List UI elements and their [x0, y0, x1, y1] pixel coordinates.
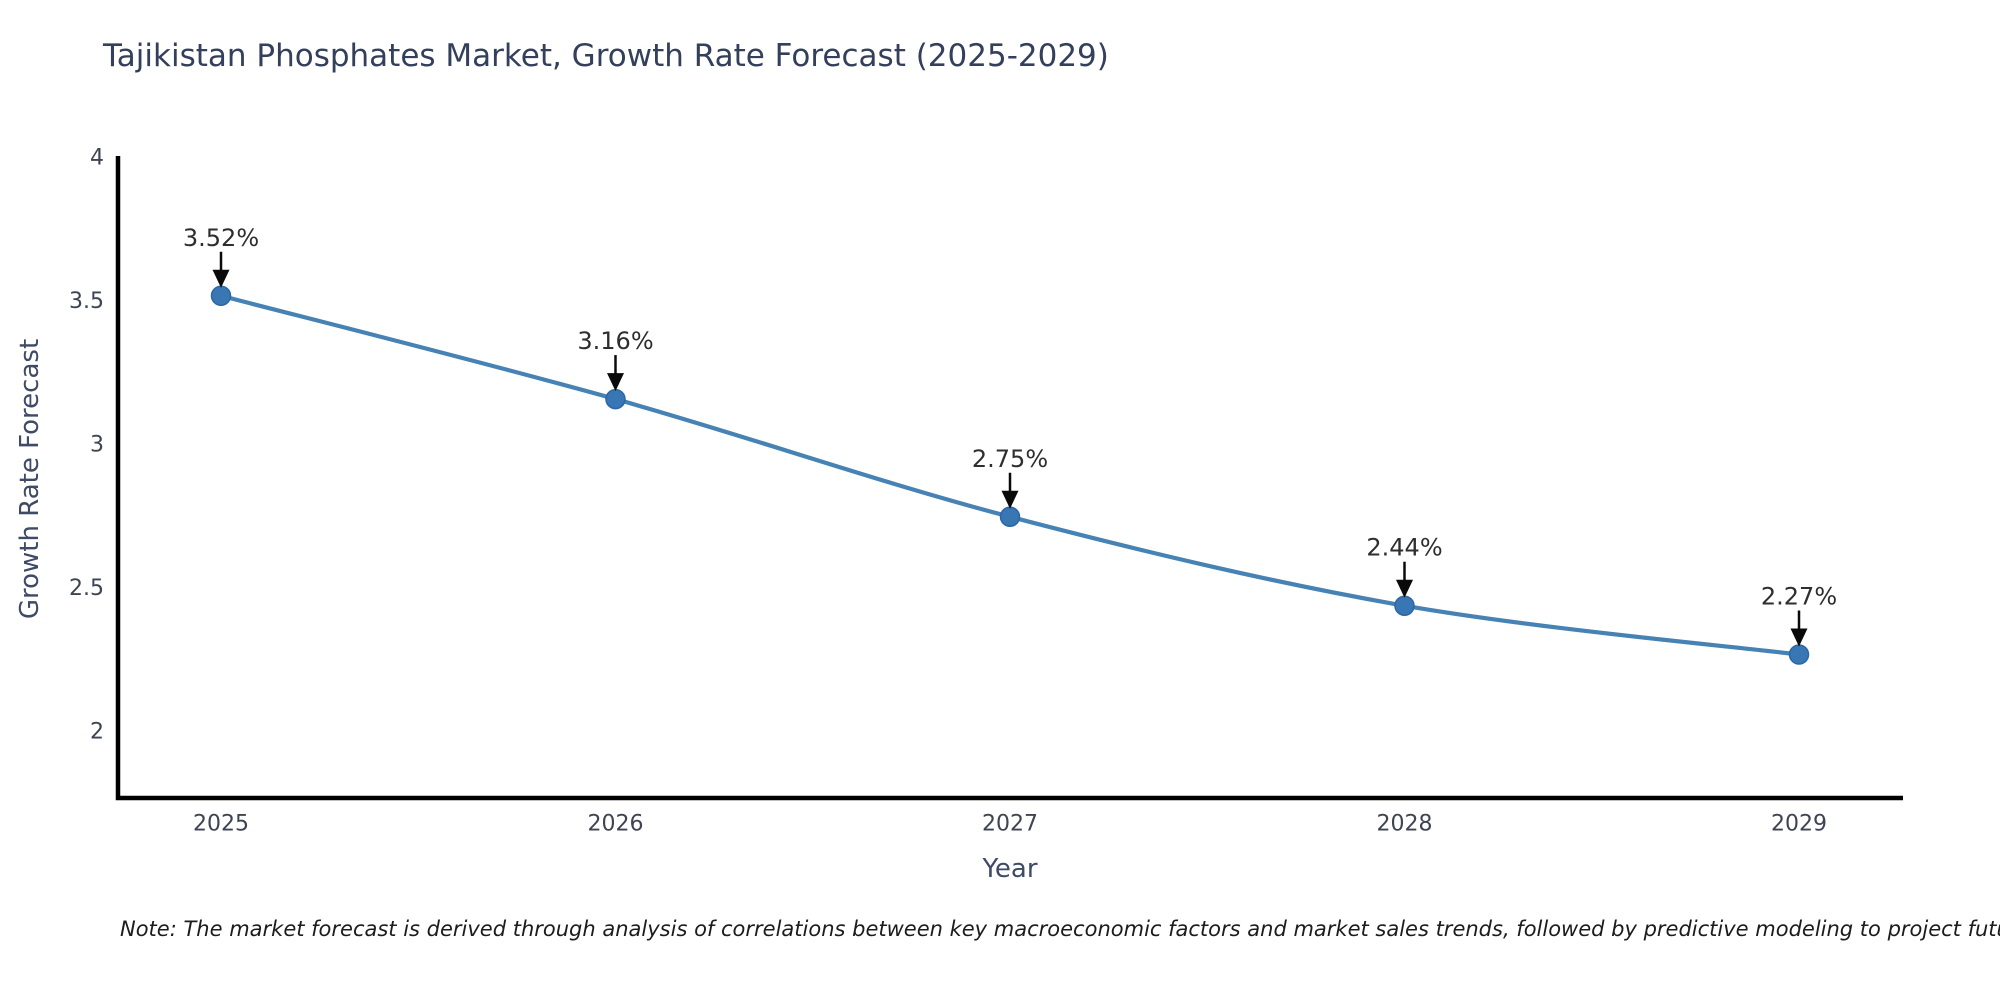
annotation-arrow-icon — [607, 373, 624, 392]
y-tick-label: 2.5 — [69, 576, 104, 601]
data-point-label: 2.44% — [1366, 534, 1442, 562]
footnote: Note: The market forecast is derived thr… — [120, 917, 2000, 941]
y-tick-label: 4 — [90, 146, 104, 171]
x-tick-label: 2026 — [588, 812, 644, 837]
annotation-arrow-icon — [1396, 579, 1413, 598]
y-tick-label: 2 — [90, 720, 104, 745]
data-point-label: 2.75% — [972, 445, 1048, 473]
annotation-arrow-icon — [212, 269, 230, 288]
data-point-label: 2.27% — [1761, 583, 1837, 611]
annotation-arrow-icon — [1001, 490, 1019, 509]
y-tick-label: 3.5 — [69, 289, 104, 314]
data-point-marker[interactable] — [1788, 644, 1810, 665]
y-tick-label: 3 — [90, 433, 104, 458]
x-tick-label: 2029 — [1771, 812, 1827, 837]
data-point-marker[interactable] — [210, 285, 232, 307]
data-point-label: 3.52% — [183, 224, 259, 252]
data-point-marker[interactable] — [999, 506, 1021, 527]
y-axis-title: Growth Rate Forecast — [15, 338, 45, 620]
axis-lines — [115, 156, 1903, 801]
chart-title: Tajikistan Phosphates Market, Growth Rat… — [103, 38, 1109, 74]
x-tick-label: 2028 — [1377, 812, 1433, 837]
x-axis-title: Year — [982, 854, 1038, 884]
x-tick-label: 2027 — [982, 812, 1038, 837]
data-point-marker[interactable] — [605, 388, 626, 410]
data-point-marker[interactable] — [1394, 595, 1415, 616]
annotation-arrow-icon — [1790, 628, 1808, 647]
data-point-label: 3.16% — [577, 327, 653, 355]
x-tick-label: 2025 — [193, 812, 249, 837]
